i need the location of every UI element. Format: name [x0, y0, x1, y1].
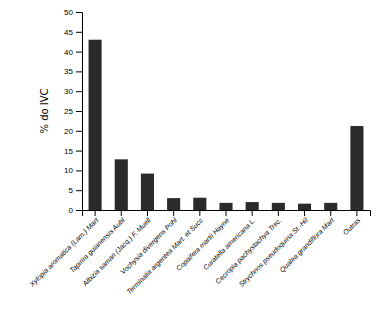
y-tick-mark — [76, 12, 82, 13]
bar — [167, 198, 180, 210]
y-tick-label: 50 — [64, 8, 73, 17]
y-tick: 5 — [69, 186, 82, 195]
y-tick-label: 40 — [64, 48, 73, 57]
x-tick-mark — [147, 210, 148, 216]
bar — [272, 203, 285, 210]
y-tick-label: 10 — [64, 166, 73, 175]
y-tick: 20 — [64, 127, 82, 136]
x-axis: Xylopia aromatica (Lam.) MartTapirira gu… — [28, 210, 371, 296]
x-tick: Outras — [342, 210, 362, 236]
x-tick-label: Outras — [342, 216, 362, 236]
bar — [115, 159, 128, 210]
y-axis-title: % do IVC — [39, 88, 50, 133]
y-tick-label: 45 — [64, 28, 73, 37]
y-tick-mark — [76, 151, 82, 152]
bar — [219, 203, 232, 210]
x-axis-line — [83, 211, 371, 217]
y-tick-mark — [76, 91, 82, 92]
y-tick: 15 — [64, 147, 82, 156]
x-tick-mark — [95, 210, 96, 216]
x-tick-mark — [304, 210, 305, 216]
x-tick: Qualea grandiflora Mart — [278, 210, 336, 274]
y-tick: 0 — [69, 206, 82, 215]
x-tick-label: Curatella americana L. — [202, 216, 257, 271]
y-tick-label: 5 — [69, 186, 74, 195]
chart: 0 5 10 15 20 25 30 35 40 45 50 Xylopia aromatica (L… — [0, 0, 380, 314]
x-tick-mark — [278, 210, 279, 216]
y-axis-line — [76, 13, 83, 211]
bar — [193, 198, 206, 210]
x-tick: Curatella americana L. — [202, 210, 257, 271]
y-tick-label: 30 — [64, 87, 73, 96]
bar — [298, 204, 311, 210]
y-tick-label: 25 — [64, 107, 73, 116]
bar — [89, 40, 102, 210]
y-tick-mark — [76, 170, 82, 171]
bars — [89, 40, 364, 210]
x-tick-mark — [199, 210, 200, 216]
y-tick: 25 — [64, 107, 82, 116]
y-tick-label: 35 — [64, 67, 73, 76]
x-tick-label: Qualea grandiflora Mart — [278, 216, 336, 274]
x-tick-mark — [121, 210, 122, 216]
bar — [246, 202, 259, 210]
y-tick-mark — [76, 190, 82, 191]
y-tick: 45 — [64, 28, 82, 37]
y-tick: 30 — [64, 87, 82, 96]
y-tick-label: 15 — [64, 147, 73, 156]
x-tick: Copaifera martii Hayne — [175, 210, 231, 273]
y-tick-label: 0 — [69, 206, 74, 215]
y-tick-mark — [76, 32, 82, 33]
y-tick: 50 — [64, 8, 82, 17]
y-tick: 35 — [64, 67, 82, 76]
x-tick-mark — [330, 210, 331, 216]
y-axis: 0 5 10 15 20 25 30 35 40 45 50 — [64, 8, 82, 215]
bar — [350, 126, 363, 210]
y-tick-mark — [76, 131, 82, 132]
bar — [324, 203, 337, 210]
y-tick-mark — [76, 111, 82, 112]
y-tick-mark — [76, 210, 82, 211]
y-tick-mark — [76, 71, 82, 72]
plot: 0 5 10 15 20 25 30 35 40 45 50 Xylopia aromatica (L… — [28, 8, 371, 296]
y-tick: 10 — [64, 166, 82, 175]
y-tick-label: 20 — [64, 127, 73, 136]
x-tick-mark — [252, 210, 253, 216]
y-tick-mark — [76, 52, 82, 53]
x-tick-mark — [173, 210, 174, 216]
y-tick: 40 — [64, 48, 82, 57]
x-tick-mark — [356, 210, 357, 216]
bar — [141, 174, 154, 210]
x-tick-mark — [226, 210, 227, 216]
